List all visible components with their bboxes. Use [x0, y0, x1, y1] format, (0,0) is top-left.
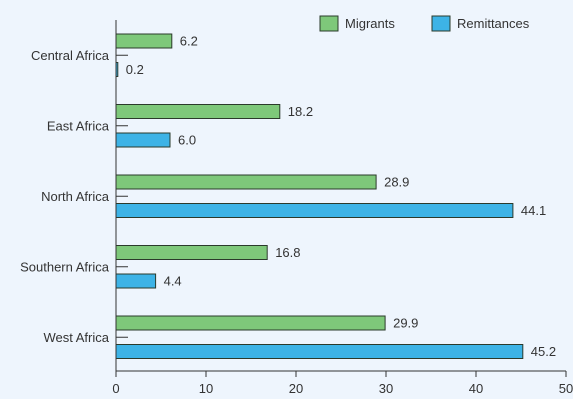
bar-migrants-east-africa [115, 104, 281, 119]
bar-remittances-west-africa [115, 344, 524, 359]
category-label: Southern Africa [20, 259, 110, 274]
legend-swatch-remittances [431, 15, 451, 32]
data-label: 4.4 [164, 274, 182, 289]
category-label: East Africa [47, 118, 110, 133]
x-tick-label: 50 [559, 381, 573, 396]
data-label: 0.2 [126, 62, 144, 77]
data-label: 29.9 [393, 316, 418, 331]
bar-remittances-north-africa [115, 203, 514, 218]
data-label: 45.2 [531, 344, 556, 359]
legend-swatch-migrants [319, 15, 339, 32]
x-tick-label: 40 [469, 381, 483, 396]
data-label: 18.2 [288, 104, 313, 119]
bar-remittances-southern-africa [115, 273, 157, 289]
legend-label-migrants: Migrants [345, 16, 395, 31]
bars: 6.2 0.2 18.2 6.0 28.9 44.1 16.8 4.4 29.9 45.2 [115, 33, 556, 359]
data-label: 44.1 [521, 203, 546, 218]
bar-migrants-north-africa [115, 174, 377, 190]
data-label: 16.8 [275, 245, 300, 260]
bar-migrants-southern-africa [115, 245, 268, 260]
bar-migrants-west-africa [115, 315, 386, 331]
category-label: Central Africa [31, 48, 110, 63]
legend-label-remittances: Remittances [457, 16, 530, 31]
bar-migrants-central-africa [115, 33, 173, 49]
x-tick-label: 20 [289, 381, 303, 396]
data-label: 6.0 [178, 133, 196, 148]
data-label: 6.2 [180, 34, 198, 49]
x-tick-label: 0 [112, 381, 119, 396]
data-label: 28.9 [384, 175, 409, 190]
x-tick-label: 10 [199, 381, 213, 396]
category-label: North Africa [41, 189, 110, 204]
x-tick-label: 30 [379, 381, 393, 396]
axes: 0 10 20 30 40 50 Central Africa East Africa Nort… [20, 20, 573, 396]
category-label: West Africa [43, 330, 109, 345]
bar-remittances-east-africa [115, 132, 171, 148]
legend: Migrants Remittances [319, 15, 530, 32]
